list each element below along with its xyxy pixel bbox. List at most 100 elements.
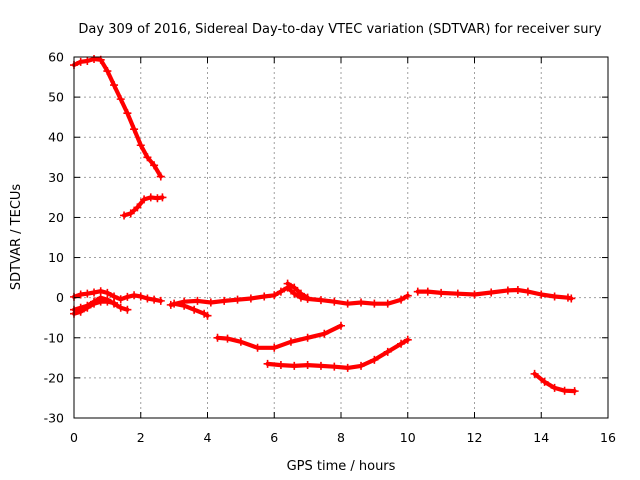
- data-point: [103, 67, 112, 76]
- data-point: [130, 125, 139, 134]
- data-point: [270, 343, 279, 352]
- y-tick-label: 10: [48, 250, 64, 265]
- data-point: [190, 305, 199, 314]
- data-point: [126, 209, 135, 218]
- data-point: [320, 329, 329, 338]
- y-tick-label: 30: [48, 170, 64, 185]
- data-point: [413, 287, 422, 296]
- data-point: [290, 283, 299, 292]
- data-point: [130, 291, 139, 300]
- data-point: [156, 296, 165, 305]
- data-point: [96, 297, 105, 306]
- points-arc-9: [213, 321, 345, 352]
- points-arc-8: [283, 279, 312, 302]
- grid: [74, 57, 608, 418]
- data-point: [290, 361, 299, 370]
- data-point: [383, 347, 392, 356]
- data-point: [403, 335, 412, 344]
- data-point: [220, 296, 229, 305]
- data-point: [180, 297, 189, 306]
- points-arc-12: [530, 369, 579, 396]
- data-point: [513, 286, 522, 295]
- ticks: 0 2 4 6 8 10 12 14 16 -30 -20 -10 0 10 20 30 40 50 60: [44, 50, 616, 446]
- data-point: [146, 193, 155, 202]
- data-point: [193, 296, 202, 305]
- data-point: [158, 193, 167, 202]
- data-point: [203, 311, 212, 320]
- data-point: [570, 387, 579, 396]
- data-point: [357, 298, 366, 307]
- series-arc-8: [285, 281, 310, 300]
- points-arc-11: [413, 286, 576, 303]
- data-point: [136, 292, 145, 301]
- x-tick-label: 0: [70, 430, 78, 445]
- data-point: [453, 289, 462, 298]
- data-point: [370, 355, 379, 364]
- data-point: [337, 321, 345, 330]
- series-arc-7: [168, 285, 410, 307]
- data-point: [90, 299, 99, 308]
- data-point: [76, 290, 85, 299]
- data-point: [90, 55, 99, 64]
- data-point: [567, 294, 576, 303]
- x-tick-label: 16: [600, 430, 616, 445]
- data-point: [90, 288, 99, 297]
- data-point: [283, 279, 292, 288]
- data-point: [487, 288, 496, 297]
- data-point: [150, 161, 159, 170]
- data-point: [343, 363, 352, 372]
- data-point: [83, 303, 92, 312]
- data-point: [303, 293, 312, 302]
- x-tick-label: 8: [337, 430, 345, 445]
- y-axis-label: SDTVAR / TECUs: [9, 184, 24, 291]
- data-point: [270, 291, 279, 300]
- data-point: [116, 303, 125, 312]
- y-tick-label: 20: [48, 210, 64, 225]
- data-point: [437, 288, 446, 297]
- y-tick-label: 50: [48, 90, 64, 105]
- data-point: [253, 343, 262, 352]
- data-point: [296, 289, 305, 298]
- y-tick-label: -10: [44, 330, 64, 345]
- data-point: [140, 195, 149, 204]
- data-point: [136, 141, 145, 150]
- data-point: [403, 291, 412, 300]
- data-point: [397, 339, 406, 348]
- data-point: [537, 290, 546, 299]
- data-point: [116, 295, 125, 304]
- data-point: [530, 369, 539, 378]
- data-point: [223, 334, 232, 343]
- data-point: [357, 361, 366, 370]
- data-point: [560, 386, 569, 395]
- data-point: [123, 109, 132, 118]
- data-point: [206, 298, 215, 307]
- data-point: [263, 359, 272, 368]
- data-point: [236, 337, 245, 346]
- data-point: [110, 81, 119, 90]
- x-tick-label: 6: [270, 430, 278, 445]
- data-point: [103, 297, 112, 306]
- data-point: [153, 194, 162, 203]
- data-point: [286, 337, 295, 346]
- data-point: [83, 57, 92, 66]
- points-arc-7: [166, 283, 412, 309]
- data-point: [303, 361, 312, 370]
- series-arc-9: [215, 323, 344, 350]
- points-arc-3: [70, 287, 165, 305]
- data-point: [150, 295, 159, 304]
- data-point: [397, 295, 406, 304]
- data-point: [103, 288, 112, 297]
- data-point: [116, 95, 125, 104]
- data-point: [83, 289, 92, 298]
- data-point: [123, 305, 132, 314]
- y-tick-label: -20: [44, 370, 64, 385]
- x-tick-label: 12: [467, 430, 483, 445]
- data-point: [303, 333, 312, 342]
- data-point: [330, 297, 339, 306]
- data-point: [383, 299, 392, 308]
- data-point: [550, 383, 559, 392]
- x-tick-label: 10: [400, 430, 416, 445]
- data-point: [143, 153, 152, 162]
- data-point: [110, 298, 119, 307]
- data-point: [370, 299, 379, 308]
